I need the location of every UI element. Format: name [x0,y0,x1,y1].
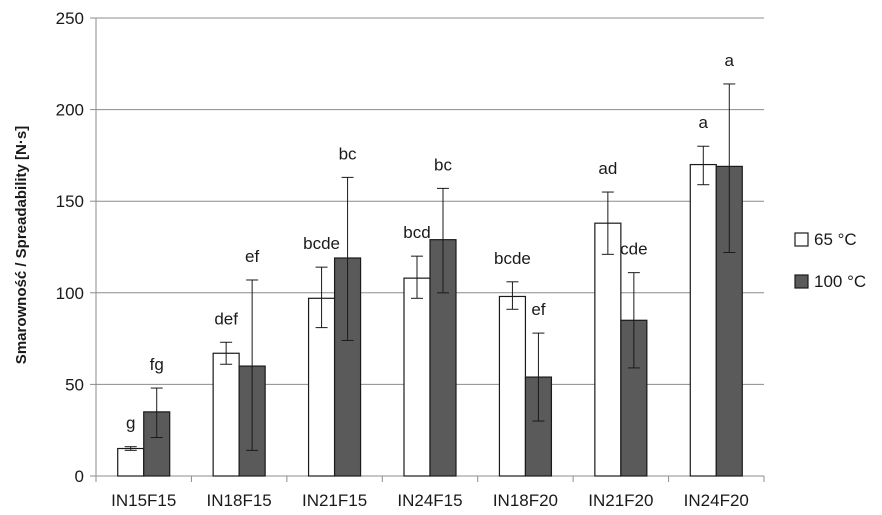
significance-letter: a [725,51,735,70]
bar [403,277,431,477]
significance-letter: bcd [403,223,430,242]
bar [594,222,622,477]
y-axis-label: Smarowność / Spreadability [N·s] [13,126,30,364]
bar [498,295,527,477]
y-tick-label: 0 [75,467,84,486]
x-tick-label: IN24F20 [684,491,749,510]
significance-letters: g def bcde bcd bcde ad a fg ef bc bc ef cde a [126,51,735,433]
error-bars [124,83,736,451]
significance-letter: bc [434,155,452,174]
y-tick-label: 150 [56,192,84,211]
significance-letter: ef [245,247,259,266]
significance-letter: bc [339,144,357,163]
legend-label: 65 °C [814,230,857,249]
significance-letter: ad [598,159,617,178]
bars [117,163,743,477]
x-tick-label: IN21F20 [588,491,653,510]
y-tick-labels: 0 50 100 150 200 250 [56,9,84,486]
y-tick-label: 200 [56,101,84,120]
y-tick-label: 100 [56,284,84,303]
x-tick-label: IN18F20 [493,491,558,510]
y-tick-label: 50 [65,375,84,394]
x-tick-label: IN21F15 [302,491,367,510]
significance-letter: ef [531,300,545,319]
significance-letter: bcde [303,234,340,253]
legend-swatch [794,232,809,247]
x-tick-label: IN18F15 [207,491,272,510]
significance-letter: a [699,113,709,132]
gridlines [96,17,764,385]
x-tick-label: IN24F15 [397,491,462,510]
legend-swatch [794,274,809,289]
significance-letter: bcde [494,249,531,268]
significance-letter: fg [150,355,164,374]
legend: 65 °C 100 °C [794,230,866,291]
significance-letter: g [126,414,135,433]
bar [117,447,145,477]
legend-label: 100 °C [814,272,866,291]
significance-letter: cde [620,240,647,259]
x-tick-label: IN15F15 [111,491,176,510]
x-tick-labels: IN15F15 IN18F15 IN21F15 IN24F15 IN18F20 IN21F… [111,491,749,510]
significance-letter: def [214,309,238,328]
bar [689,163,717,477]
bar [212,352,240,477]
y-tick-label: 250 [56,9,84,28]
